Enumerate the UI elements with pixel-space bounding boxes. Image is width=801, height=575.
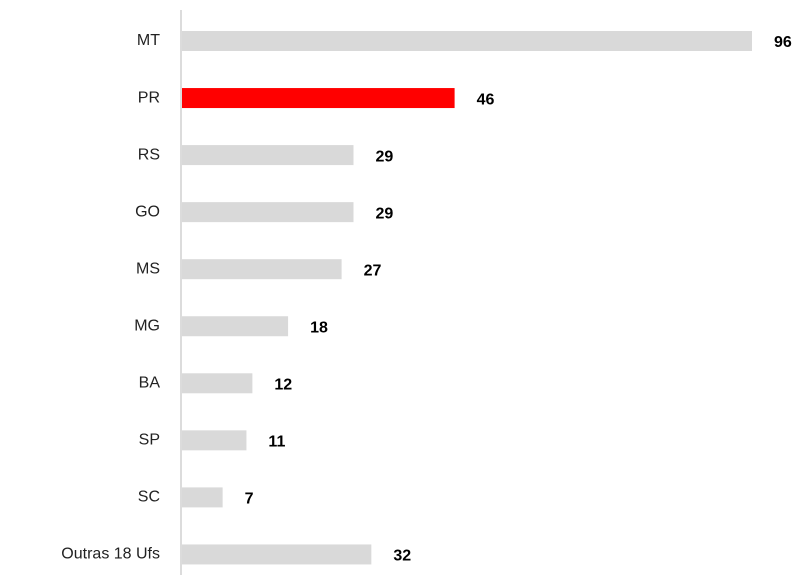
value-label: 11 [268,434,285,451]
value-label: 27 [364,262,382,279]
bar [182,544,372,565]
value-label: 29 [375,205,393,222]
bar [182,202,354,223]
value-label: 46 [477,91,495,108]
bar [182,430,247,451]
category-label: MS [136,260,160,277]
value-label: 29 [375,148,393,165]
value-label: 18 [310,319,328,336]
value-label: 96 [774,34,792,51]
category-label: MT [137,32,160,49]
bar [182,316,289,337]
category-label: MG [134,317,160,334]
bar [182,31,752,51]
category-label: SC [138,489,160,506]
value-label: 7 [245,491,254,508]
category-label: SP [139,432,160,449]
bar [182,259,342,280]
bar [182,373,253,394]
category-label: PR [138,89,160,106]
value-label: 32 [393,548,411,565]
category-label: GO [135,203,160,220]
category-label: RS [138,146,160,163]
category-label: Outras 18 Ufs [61,546,160,563]
value-label: 12 [274,377,292,394]
bar [182,487,223,508]
category-label: BA [139,375,161,392]
bar [182,88,455,109]
bar [182,145,354,166]
